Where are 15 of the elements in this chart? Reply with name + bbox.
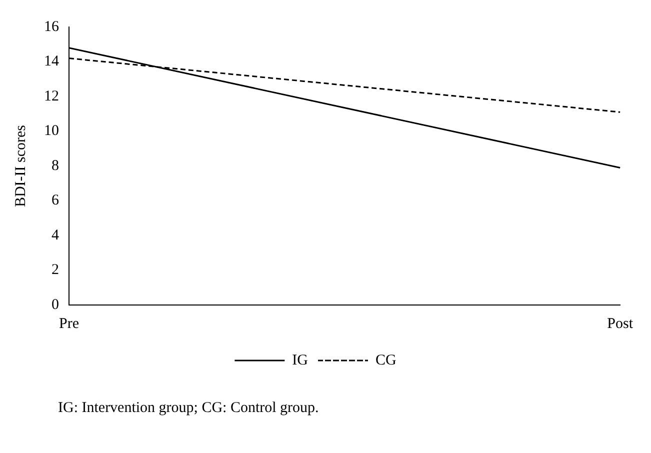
y-axis-title: BDI-II scores	[12, 124, 29, 208]
y-tick-label: 10	[44, 123, 59, 140]
y-tick-label: 0	[52, 296, 59, 313]
legend-label: IG	[292, 352, 308, 368]
y-tick-label: 14	[44, 54, 60, 70]
y-tick-label: 8	[52, 158, 59, 174]
y-tick-label: 2	[52, 262, 59, 278]
y-tick-label: 12	[44, 88, 59, 104]
y-tick-label: 6	[52, 192, 60, 209]
y-tick-label: 4	[52, 227, 60, 244]
y-tick-label: 16	[44, 18, 60, 35]
x-tick-label: Pre	[59, 316, 80, 332]
text: IG: Intervention group; CG: Control group.	[58, 400, 320, 417]
legend-label: CG	[375, 352, 396, 368]
x-tick-label: Post	[607, 316, 634, 332]
